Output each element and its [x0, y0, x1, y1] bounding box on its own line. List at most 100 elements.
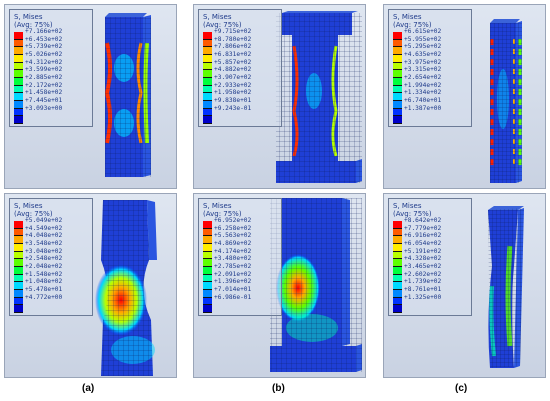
legend-color-swatch [14, 282, 23, 290]
legend-color-swatch [203, 100, 212, 109]
legend-color-swatch [393, 282, 402, 290]
legend-value: +3.975e+02 [404, 58, 442, 66]
legend-value: +6.054e+02 [404, 239, 442, 247]
legend-value: +4.048e+02 [25, 232, 63, 240]
legend-color-swatch [203, 77, 212, 86]
legend-value: +3.465e+02 [404, 262, 442, 270]
legend-color-swatch [393, 228, 402, 237]
legend-value: +5.563e+02 [214, 232, 252, 240]
legend-color-swatch [203, 228, 212, 237]
panel-b-bottom: S, Mises (Avg: 75%) +6.952e+02 +6.258e+0… [193, 193, 366, 378]
legend-color-swatch [393, 305, 402, 313]
legend-value: +1.994e+02 [404, 81, 442, 89]
legend-value: +2.602e+02 [404, 270, 442, 278]
fe-model-a-bottom [95, 200, 157, 376]
legend-color-swatch [203, 108, 212, 117]
legend-value: +4.882e+02 [214, 66, 252, 74]
legend-value: +3.315e+02 [404, 66, 442, 74]
legend-color-swatch [393, 274, 402, 283]
legend-value: +5.739e+02 [25, 43, 63, 51]
legend-color-swatch [14, 85, 23, 94]
legend-value: +9.838e+01 [214, 96, 252, 104]
legend-value: +4.772e+00 [25, 293, 63, 301]
legend-value: +6.831e+02 [214, 50, 252, 58]
legend-subtitle: (Avg: 75%) [14, 210, 53, 218]
legend-color-swatch [393, 54, 402, 63]
fe-model-a-top [104, 13, 151, 177]
legend-value: +6.615e+02 [404, 28, 442, 35]
legend-color-swatch [393, 108, 402, 117]
legend-color-swatch [14, 62, 23, 71]
legend-c-top: S, Mises (Avg: 75%) +6.615e+02 +5.955e+0… [388, 9, 472, 127]
legend-color-swatch [393, 100, 402, 109]
legend-color-bar [14, 32, 23, 124]
caption-a: (a) [82, 383, 95, 394]
legend-value: +5.857e+02 [214, 58, 252, 66]
legend-subtitle: (Avg: 75%) [203, 21, 242, 29]
legend-value: +2.885e+02 [25, 73, 63, 81]
legend-color-swatch [203, 116, 212, 124]
legend-value: +6.916e+02 [404, 232, 442, 240]
legend-color-swatch [393, 39, 402, 48]
legend-subtitle: (Avg: 75%) [203, 210, 242, 218]
legend-value: +8.642e+02 [404, 217, 442, 224]
legend-value: +2.785e+02 [214, 262, 252, 270]
legend-color-swatch [203, 39, 212, 48]
legend-value: +2.172e+02 [25, 81, 63, 89]
legend-values: +7.166e+02 +6.453e+02 +5.739e+02 +5.026e… [25, 28, 62, 112]
legend-b-top: S, Mises (Avg: 75%) +9.715e+02 +8.780e+0… [198, 9, 282, 127]
legend-color-bar [14, 221, 23, 313]
legend-subtitle: (Avg: 75%) [393, 210, 432, 218]
panel-c-top: S, Mises (Avg: 75%) +6.615e+02 +5.955e+0… [383, 4, 546, 189]
legend-value: +6.258e+02 [214, 224, 252, 232]
legend-color-bar [393, 32, 402, 124]
legend-color-swatch [203, 251, 212, 260]
legend-value: +3.548e+02 [25, 239, 63, 247]
legend-color-swatch [203, 266, 212, 275]
legend-values: +6.952e+02 +6.258e+02 +5.563e+02 +4.869e… [214, 217, 251, 301]
legend-color-swatch [393, 70, 402, 78]
legend-value: +1.739e+02 [404, 278, 442, 286]
legend-color-bar [203, 221, 212, 313]
fe-model-b-bottom [270, 198, 362, 372]
legend-color-swatch [203, 47, 212, 55]
legend-color-swatch [393, 32, 402, 40]
legend-color-swatch [203, 32, 212, 40]
legend-title: S, Mises [393, 13, 422, 21]
legend-value: +6.740e+01 [404, 96, 442, 104]
legend-value: +7.779e+02 [404, 224, 442, 232]
legend-color-swatch [14, 236, 23, 244]
legend-values: +6.615e+02 +5.955e+02 +5.295e+02 +4.635e… [404, 28, 441, 112]
legend-color-swatch [14, 251, 23, 260]
legend-color-swatch [14, 108, 23, 117]
legend-color-swatch [393, 297, 402, 306]
legend-value: +2.654e+02 [404, 73, 442, 81]
legend-value: +5.049e+02 [25, 217, 63, 224]
panel-b-top: S, Mises (Avg: 75%) +9.715e+02 +8.780e+0… [193, 4, 366, 189]
legend-color-swatch [203, 289, 212, 298]
legend-color-swatch [14, 116, 23, 124]
legend-value: +6.453e+02 [25, 35, 63, 43]
legend-color-swatch [14, 228, 23, 237]
legend-color-bar [203, 32, 212, 124]
legend-color-swatch [393, 62, 402, 71]
legend-color-swatch [203, 274, 212, 283]
legend-color-swatch [393, 259, 402, 267]
legend-value: +1.048e+02 [25, 278, 63, 286]
legend-value: +4.328e+02 [404, 255, 442, 263]
legend-color-swatch [14, 297, 23, 306]
legend-value: +7.445e+01 [25, 96, 63, 104]
legend-value: +4.174e+02 [214, 247, 252, 255]
legend-color-swatch [14, 70, 23, 78]
legend-title: S, Mises [203, 202, 232, 210]
legend-subtitle: (Avg: 75%) [393, 21, 432, 29]
legend-value: +6.986e-01 [214, 293, 252, 301]
legend-color-swatch [393, 93, 402, 101]
legend-value: +3.480e+02 [214, 255, 252, 263]
legend-color-swatch [14, 243, 23, 252]
legend-color-swatch [14, 39, 23, 48]
legend-color-swatch [14, 47, 23, 55]
legend-value: +1.958e+02 [214, 89, 252, 97]
legend-value: +2.048e+02 [25, 262, 63, 270]
legend-values: +9.715e+02 +8.780e+02 +7.806e+02 +6.831e… [214, 28, 251, 112]
